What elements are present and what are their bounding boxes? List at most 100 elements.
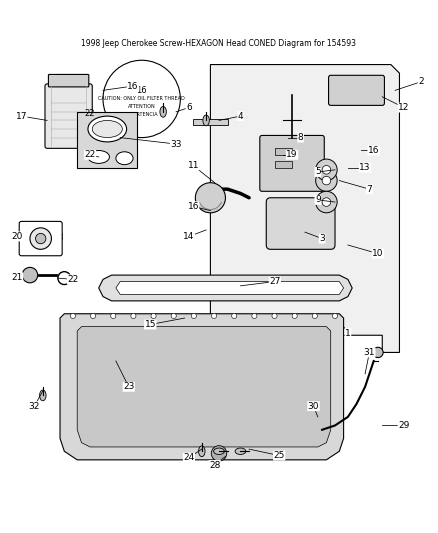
Ellipse shape [235,448,246,455]
Text: 19: 19 [286,150,298,159]
Circle shape [71,313,75,319]
Text: 7: 7 [367,184,372,193]
Ellipse shape [39,390,46,401]
Circle shape [91,313,95,319]
Circle shape [195,183,226,213]
Ellipse shape [203,115,209,126]
Polygon shape [210,64,399,352]
Circle shape [316,170,337,191]
Text: 24: 24 [183,453,194,462]
Text: 13: 13 [359,163,371,172]
Circle shape [203,285,209,292]
Text: 17: 17 [16,111,27,120]
Title: 1998 Jeep Cherokee Screw-HEXAGON Head CONED Diagram for 154593: 1998 Jeep Cherokee Screw-HEXAGON Head CO… [81,39,357,48]
Circle shape [22,268,38,283]
FancyBboxPatch shape [328,75,385,106]
Circle shape [211,446,227,461]
Circle shape [151,313,156,319]
Text: 6: 6 [186,103,192,112]
Circle shape [233,285,240,292]
Text: 16: 16 [127,82,139,91]
Text: 5: 5 [315,167,321,176]
Text: 4: 4 [238,111,243,120]
Text: 22: 22 [85,109,95,118]
Text: 25: 25 [273,451,285,460]
Ellipse shape [214,448,224,455]
Text: CAUTION: ONLY OIL FILTER THREAD: CAUTION: ONLY OIL FILTER THREAD [98,96,185,101]
Text: 2: 2 [418,77,424,86]
Text: 12: 12 [398,103,410,112]
Text: 22: 22 [67,275,78,284]
Text: 20: 20 [11,232,23,241]
FancyBboxPatch shape [260,135,324,191]
Circle shape [373,348,383,358]
Text: 30: 30 [308,402,319,410]
Circle shape [322,176,331,185]
Circle shape [312,313,318,319]
Text: 31: 31 [364,348,375,357]
Circle shape [322,198,331,206]
Text: 16: 16 [187,202,199,211]
Circle shape [252,313,257,319]
Polygon shape [60,314,343,460]
Text: 11: 11 [187,161,199,170]
Circle shape [111,313,116,319]
Ellipse shape [88,116,127,142]
Ellipse shape [88,150,110,164]
Circle shape [103,60,180,138]
Text: 21: 21 [11,273,23,282]
Circle shape [191,313,197,319]
Bar [275,161,292,168]
Polygon shape [77,327,331,447]
Circle shape [30,228,51,249]
Circle shape [232,313,237,319]
Text: 22: 22 [85,150,96,159]
Bar [77,112,138,168]
Circle shape [293,285,300,292]
Polygon shape [116,281,343,294]
Circle shape [142,285,149,292]
Text: ADVERTENCIA: ADVERTENCIA [124,112,159,117]
Bar [275,148,292,155]
Text: 1: 1 [345,329,351,337]
Circle shape [272,313,277,319]
Text: 28: 28 [209,461,220,470]
Circle shape [35,233,46,244]
FancyBboxPatch shape [45,84,92,148]
Circle shape [316,191,337,213]
Circle shape [263,285,270,292]
Circle shape [319,285,325,292]
Text: 32: 32 [28,402,40,410]
Circle shape [332,313,338,319]
Circle shape [212,313,217,319]
Text: ATTENTION: ATTENTION [128,104,155,109]
Bar [193,119,228,125]
Circle shape [292,313,297,319]
Circle shape [322,166,331,174]
Text: 23: 23 [123,382,134,391]
Text: 8: 8 [298,133,304,142]
FancyBboxPatch shape [19,221,62,256]
Circle shape [171,313,177,319]
Text: 29: 29 [398,421,410,430]
Ellipse shape [116,152,133,165]
Text: 16: 16 [368,146,379,155]
Circle shape [131,313,136,319]
Text: 16: 16 [136,86,147,95]
Text: 27: 27 [269,277,281,286]
Text: 3: 3 [319,234,325,243]
FancyBboxPatch shape [266,198,335,249]
Text: 10: 10 [372,249,384,258]
Ellipse shape [92,120,122,138]
Polygon shape [99,275,352,301]
FancyBboxPatch shape [49,75,89,87]
Text: 14: 14 [183,232,194,241]
Circle shape [173,285,180,292]
Circle shape [117,285,124,292]
Ellipse shape [198,446,205,457]
Circle shape [316,159,337,181]
Text: 33: 33 [170,140,182,149]
Text: 18: 18 [53,233,64,242]
Text: 9: 9 [315,196,321,204]
Ellipse shape [160,107,166,117]
